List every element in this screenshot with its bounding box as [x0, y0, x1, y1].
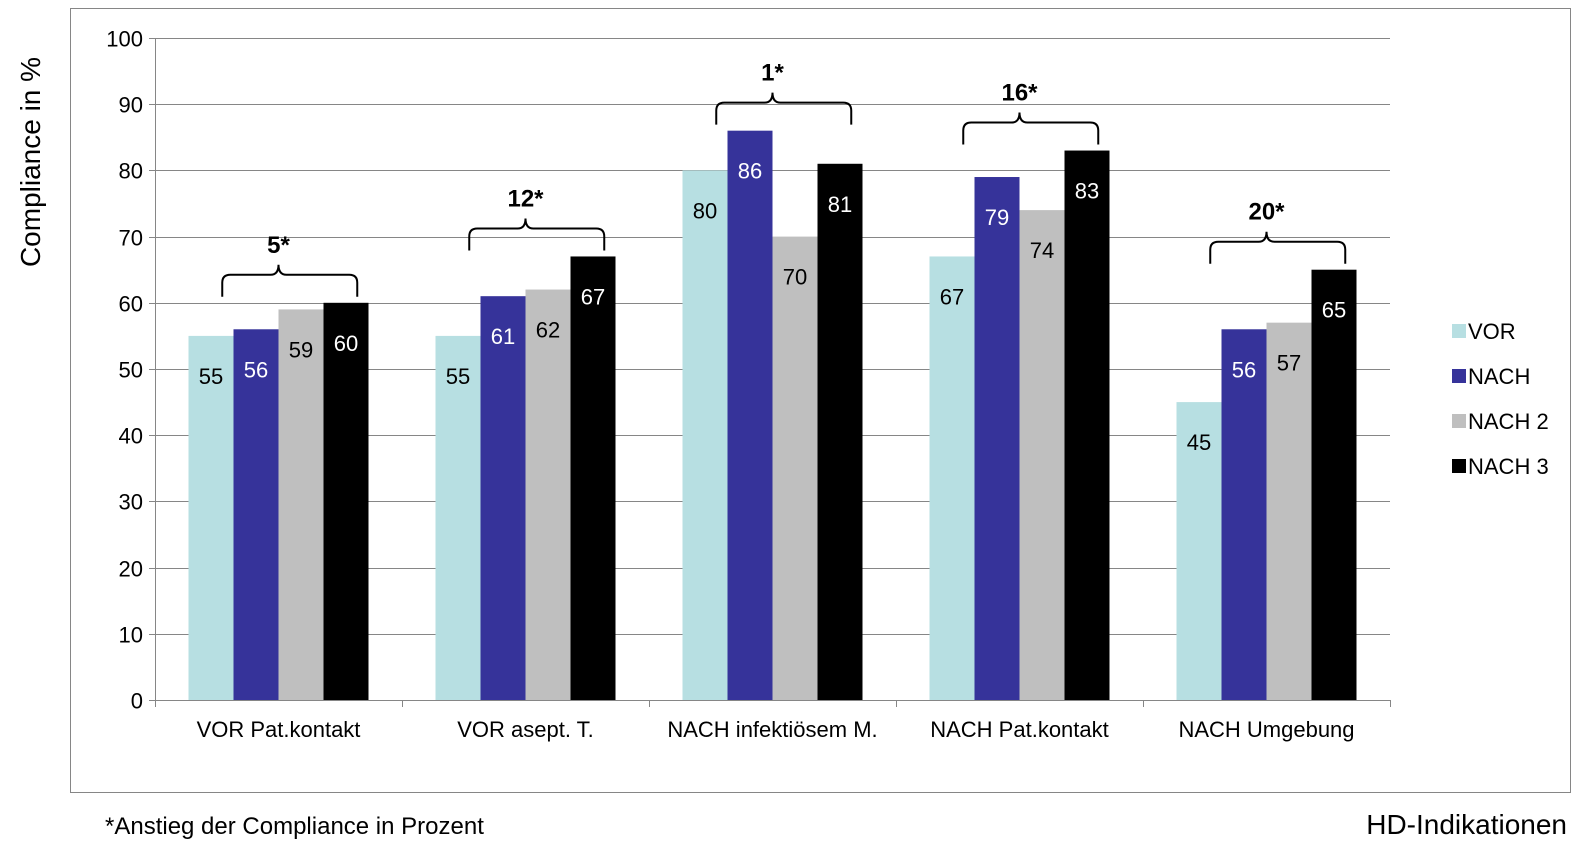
footnote: *Anstieg der Compliance in Prozent	[105, 813, 484, 840]
legend-label: NACH 2	[1468, 409, 1549, 434]
y-tick-label: 100	[106, 27, 143, 52]
bar-value-label: 59	[289, 337, 313, 362]
y-tick-label: 0	[131, 689, 143, 714]
bar	[1266, 322, 1312, 700]
legend-swatch	[1452, 414, 1466, 428]
bar-value-label: 45	[1187, 430, 1211, 455]
increase-annotation: 20*	[1248, 199, 1285, 226]
x-tick-labels: VOR Pat.kontakt VOR asept. T. NACH infekti…	[197, 717, 1355, 742]
legend-swatch	[1452, 324, 1466, 338]
bar	[1019, 210, 1065, 700]
bar	[929, 256, 975, 700]
x-tick-label: VOR Pat.kontakt	[197, 717, 361, 742]
y-tick-label: 30	[119, 490, 143, 515]
legend-swatch	[1452, 369, 1466, 383]
increase-annotation: 1*	[761, 60, 784, 87]
increase-brace	[715, 92, 853, 125]
x-tick-label: NACH infektiösem M.	[667, 717, 877, 742]
bar-value-label: 60	[334, 331, 358, 356]
bar-value-label: 70	[783, 265, 807, 290]
bar-value-label: 81	[828, 192, 852, 217]
legend-label: VOR	[1468, 319, 1516, 344]
increase-braces: 5* 12* 1* 16* 20*	[221, 60, 1347, 297]
bar	[525, 289, 571, 700]
increase-brace	[468, 218, 606, 251]
bar-value-label: 62	[536, 318, 560, 343]
legend-label: NACH	[1468, 364, 1530, 389]
y-tick-label: 80	[119, 159, 143, 184]
bar-value-label: 86	[738, 159, 762, 184]
bar-value-label: 80	[693, 198, 717, 223]
bar	[278, 309, 324, 700]
bar	[570, 256, 616, 700]
bar-value-label: 56	[244, 357, 268, 382]
y-tick-label: 50	[119, 358, 143, 383]
bar-value-label: 74	[1030, 238, 1054, 263]
increase-brace	[1209, 231, 1347, 264]
bar	[817, 163, 863, 700]
y-tick-label: 70	[119, 226, 143, 251]
y-tick-label: 60	[119, 292, 143, 317]
bar-value-label: 61	[491, 324, 515, 349]
bar	[233, 329, 279, 700]
bar-value-label: 67	[581, 284, 605, 309]
increase-annotation: 12*	[507, 185, 544, 212]
y-tick-label: 10	[119, 623, 143, 648]
bar-value-label: 57	[1277, 351, 1301, 376]
bar-value-label: 79	[985, 205, 1009, 230]
x-tick-label: NACH Pat.kontakt	[930, 717, 1109, 742]
increase-annotation: 5*	[267, 232, 290, 259]
y-tick-label: 20	[119, 557, 143, 582]
bar-value-label: 55	[446, 364, 470, 389]
bar	[435, 335, 481, 700]
y-tick-label: 90	[119, 93, 143, 118]
legend-swatch	[1452, 459, 1466, 473]
y-tick-labels: 0 10 20 30 40 50 60 70 80 90 100	[106, 27, 143, 714]
bar	[727, 130, 773, 700]
bars	[188, 130, 1357, 701]
y-axis-title: Compliance in %	[15, 57, 46, 267]
increase-brace	[962, 112, 1100, 145]
increase-brace	[221, 264, 359, 297]
y-tick-label: 40	[119, 424, 143, 449]
bar	[974, 177, 1020, 700]
bar	[480, 296, 526, 700]
legend: VOR NACH NACH 2 NACH 3	[1452, 319, 1549, 479]
bar	[188, 335, 234, 700]
x-tick-label: VOR asept. T.	[457, 717, 594, 742]
bar	[323, 302, 369, 700]
bar	[1311, 269, 1357, 700]
bar	[1221, 329, 1267, 700]
x-tick-label: NACH Umgebung	[1178, 717, 1354, 742]
x-axis-title: HD-Indikationen	[1366, 809, 1567, 840]
bar-value-labels: 55 56 59 60 55 61 62 67 80 86 70 81 67 79 74 83 45 56 57 65	[199, 159, 1346, 455]
bar-value-label: 83	[1075, 179, 1099, 204]
bar	[1064, 150, 1110, 701]
bar-value-label: 56	[1232, 357, 1256, 382]
bar	[682, 170, 728, 700]
increase-annotation: 16*	[1001, 80, 1038, 107]
legend-label: NACH 3	[1468, 454, 1549, 479]
bar-value-label: 55	[199, 364, 223, 389]
bar	[1176, 402, 1222, 700]
bar-value-label: 67	[940, 284, 964, 309]
bar	[772, 236, 818, 700]
bar-value-label: 65	[1322, 298, 1346, 323]
